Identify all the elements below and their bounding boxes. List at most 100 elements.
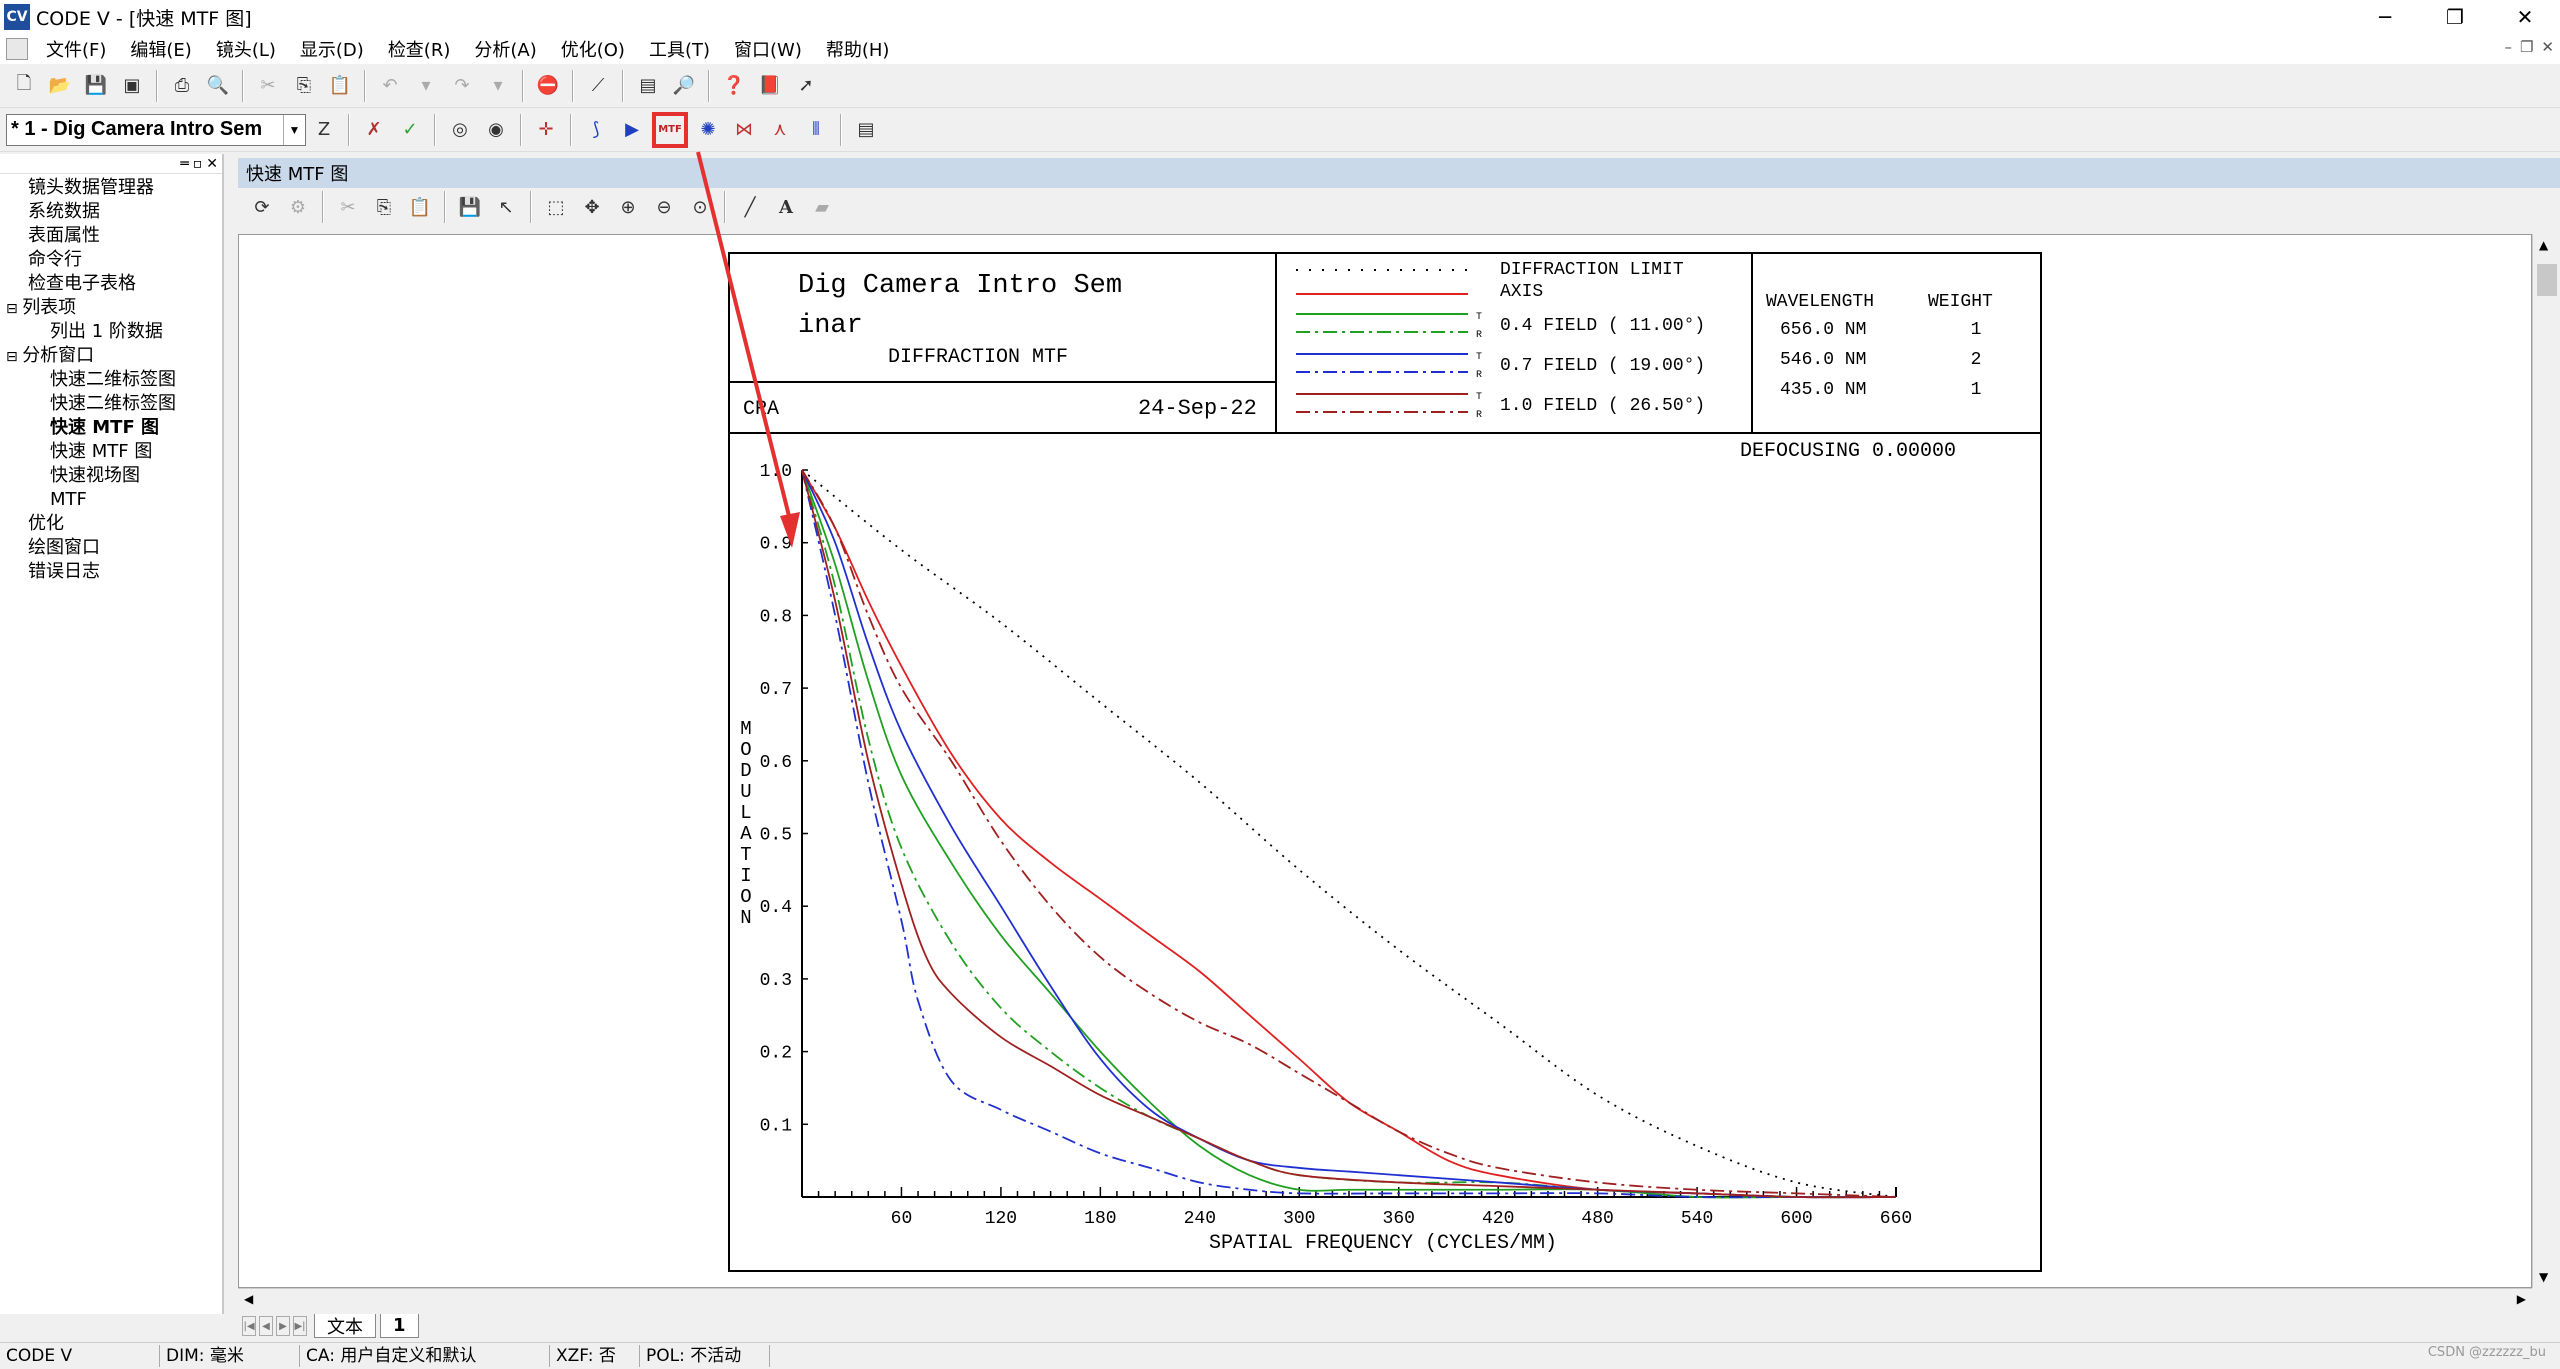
book-icon[interactable]: 📕 xyxy=(758,75,782,96)
distortion-icon[interactable]: ⦀ xyxy=(812,119,820,140)
psf-icon[interactable]: ✺ xyxy=(700,119,716,140)
new-file-icon[interactable]: 🗋 xyxy=(16,72,32,94)
spot-diagram-icon[interactable]: ▶ xyxy=(625,119,639,140)
copy-icon[interactable]: ⎘ xyxy=(376,196,392,218)
ray-fan-icon[interactable]: ✛ xyxy=(538,119,554,140)
field-curves-icon[interactable]: ⋏ xyxy=(773,119,787,140)
scroll-down-icon[interactable]: ▼ xyxy=(2539,1270,2549,1284)
tree-item[interactable]: 快速 MTF 图 xyxy=(0,416,222,440)
lens-select[interactable]: * 1 - Dig Camera Intro Sem ▼ xyxy=(6,113,306,146)
menu-file[interactable]: 文件(F) xyxy=(46,40,107,61)
tab-next-icon[interactable]: ▶ xyxy=(276,1316,290,1336)
mdi-restore-icon[interactable]: ❐ xyxy=(2519,38,2534,56)
paste-icon[interactable]: 📋 xyxy=(408,196,432,218)
undo-dropdown-icon[interactable]: ▾ xyxy=(421,75,431,96)
tree-item[interactable]: ⊟ 分析窗口 xyxy=(0,344,222,368)
tree-expander-icon[interactable]: ⊟ xyxy=(6,349,23,365)
target-icon[interactable]: ◎ xyxy=(452,119,468,140)
eraser-icon[interactable]: ▰ xyxy=(815,196,829,218)
mdi-close-icon[interactable]: ✕ xyxy=(2541,38,2554,56)
quick-mtf-button[interactable]: MTF xyxy=(652,111,688,148)
lens-tool-icon[interactable]: ⟋ xyxy=(591,75,605,96)
lens-drawing-icon[interactable]: ⟆ xyxy=(592,119,600,140)
redo-dropdown-icon[interactable]: ▾ xyxy=(493,75,503,96)
copy-icon[interactable]: ⎘ xyxy=(296,75,312,96)
save-icon[interactable]: 💾 xyxy=(84,75,108,96)
tab-last-icon[interactable]: ▶| xyxy=(293,1316,307,1336)
menu-tools[interactable]: 工具(T) xyxy=(648,40,710,61)
panel-close-icon[interactable]: ✕ xyxy=(206,155,218,172)
settings-icon[interactable]: ⚙ xyxy=(289,196,307,218)
close-icon[interactable]: ✕ xyxy=(2516,5,2534,29)
panel-pin-icon[interactable]: ▫ xyxy=(192,155,203,172)
tree-item[interactable]: 快速二维标签图 xyxy=(0,368,222,392)
zoom-box-icon[interactable]: ⬚ xyxy=(547,196,565,218)
scroll-up-icon[interactable]: ▲ xyxy=(2539,238,2549,252)
tree-expander-icon[interactable]: ⊟ xyxy=(6,301,23,317)
cut-icon[interactable]: ✂ xyxy=(340,196,356,218)
tree-item[interactable]: 检查电子表格 xyxy=(0,272,222,296)
tree-item[interactable]: ⊟ 列表项 xyxy=(0,296,222,320)
tree-item[interactable]: 快速二维标签图 xyxy=(0,392,222,416)
stop-icon[interactable]: ⛔ xyxy=(536,75,560,96)
redo-icon[interactable]: ↷ xyxy=(454,75,470,96)
zoom-out-icon[interactable]: ⊖ xyxy=(656,196,672,218)
print-icon[interactable]: ⎙ xyxy=(174,75,190,96)
tree-item[interactable]: 错误日志 xyxy=(0,560,222,584)
document-icon[interactable] xyxy=(6,38,28,60)
menu-lens[interactable]: 镜头(L) xyxy=(215,40,276,61)
tab-first-icon[interactable]: |◀ xyxy=(242,1316,256,1336)
tab-text[interactable]: 文本 xyxy=(314,1314,376,1338)
tree-item[interactable]: 绘图窗口 xyxy=(0,536,222,560)
tab-prev-icon[interactable]: ◀ xyxy=(259,1316,273,1336)
menu-optimize[interactable]: 优化(O) xyxy=(560,40,625,61)
mdi-minimize-icon[interactable]: – xyxy=(2504,38,2512,56)
tab-1[interactable]: 1 xyxy=(380,1314,419,1338)
pan-icon[interactable]: ✥ xyxy=(584,196,600,218)
menu-review[interactable]: 检查(R) xyxy=(387,40,451,61)
tree-item[interactable]: 列出 1 阶数据 xyxy=(0,320,222,344)
optimize-icon[interactable]: ✓ xyxy=(402,119,418,140)
zoom-z-button[interactable]: Z xyxy=(317,119,331,140)
report-icon[interactable]: ▤ xyxy=(857,119,875,140)
menu-edit[interactable]: 编辑(E) xyxy=(130,40,192,61)
menu-display[interactable]: 显示(D) xyxy=(299,40,364,61)
tree-item[interactable]: MTF xyxy=(0,488,222,512)
panel-grip-icon[interactable]: ═ xyxy=(180,155,189,172)
chevron-down-icon[interactable]: ▼ xyxy=(283,114,305,145)
print-preview-icon[interactable]: 🔍 xyxy=(206,75,230,96)
scroll-right-icon[interactable]: ▶ xyxy=(2516,1292,2526,1306)
minimize-icon[interactable]: ─ xyxy=(2378,5,2392,29)
select-arrow-icon[interactable]: ↖ xyxy=(498,196,514,218)
tree-item[interactable]: 系统数据 xyxy=(0,200,222,224)
image-icon[interactable]: ▣ xyxy=(123,75,141,96)
undo-icon[interactable]: ↶ xyxy=(382,75,398,96)
line-tool-icon[interactable]: ╱ xyxy=(744,196,756,218)
menu-help[interactable]: 帮助(H) xyxy=(825,40,890,61)
variables-icon[interactable]: ✗ xyxy=(366,119,382,140)
tree-item[interactable]: 快速视场图 xyxy=(0,464,222,488)
scroll-thumb[interactable] xyxy=(2537,264,2557,296)
review-icon[interactable]: 🔎 xyxy=(672,75,696,96)
whats-this-icon[interactable]: ➚ xyxy=(798,75,814,96)
refresh-icon[interactable]: ⟳ xyxy=(254,196,270,218)
text-tool-icon[interactable]: A xyxy=(779,196,793,218)
tolerance-icon[interactable]: ◉ xyxy=(488,119,504,140)
paste-icon[interactable]: 📋 xyxy=(328,75,352,96)
menu-window[interactable]: 窗口(W) xyxy=(734,40,802,61)
zoom-fit-icon[interactable]: ⊙ xyxy=(692,196,708,218)
ray-aberration-icon[interactable]: ⋈ xyxy=(735,119,753,140)
tree-item[interactable]: 命令行 xyxy=(0,248,222,272)
restore-icon[interactable]: ❐ xyxy=(2446,5,2464,29)
scroll-left-icon[interactable]: ◀ xyxy=(244,1292,254,1306)
menu-analysis[interactable]: 分析(A) xyxy=(474,40,537,61)
help-icon[interactable]: ❓ xyxy=(722,75,746,96)
tree-item[interactable]: 表面属性 xyxy=(0,224,222,248)
horizontal-scrollbar[interactable]: ◀ ▶ xyxy=(238,1288,2532,1310)
spreadsheet-icon[interactable]: ▤ xyxy=(639,75,657,96)
open-folder-icon[interactable]: 📂 xyxy=(48,75,72,96)
vertical-scrollbar[interactable]: ▲ ▼ xyxy=(2532,234,2560,1288)
tree-item[interactable]: 优化 xyxy=(0,512,222,536)
save-icon[interactable]: 💾 xyxy=(458,196,482,218)
cut-icon[interactable]: ✂ xyxy=(260,75,276,96)
